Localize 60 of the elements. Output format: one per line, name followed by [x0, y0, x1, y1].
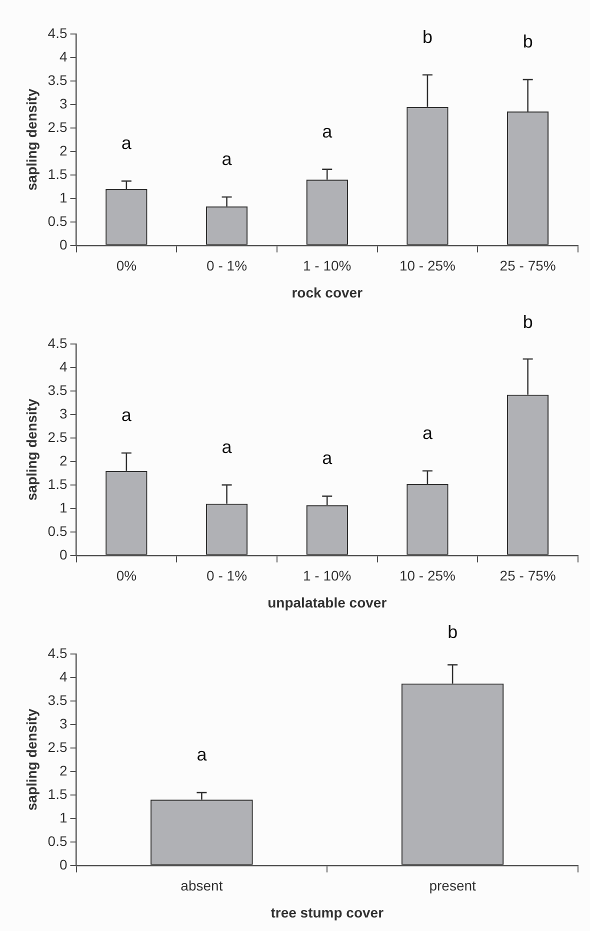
x-tick-label: absent	[180, 878, 223, 894]
y-axis-title: sapling density	[23, 88, 40, 191]
y-tick-label: 4	[59, 48, 68, 64]
annotation: a	[121, 133, 132, 154]
y-tick-label: 1	[59, 809, 68, 826]
x-tick-label: 0%	[116, 568, 137, 584]
annotation: a	[322, 121, 334, 142]
y-tick-label: 4.5	[48, 24, 68, 41]
y-tick-label: 4.5	[48, 644, 68, 661]
x-tick-label: 0 - 1%	[206, 258, 248, 274]
x-tick-label: 1 - 10%	[303, 258, 352, 274]
x-tick-label: 0 - 1%	[206, 568, 248, 584]
y-tick-label: 2.5	[48, 738, 68, 755]
x-tick-label: present	[429, 878, 476, 894]
y-tick-label: 4.5	[48, 334, 68, 351]
y-axis-title: sapling density	[23, 398, 40, 501]
y-tick-label: 0	[59, 236, 68, 252]
x-axis-title: unpalatable cover	[268, 594, 388, 610]
annotation: a	[196, 744, 208, 765]
y-tick-label: 0.5	[48, 832, 68, 849]
y-tick-label: 2.5	[48, 428, 68, 445]
annotation: a	[222, 148, 233, 169]
y-tick-label: 2	[59, 452, 68, 468]
annotation: a	[121, 404, 132, 425]
y-tick-label: 0	[59, 856, 68, 872]
y-tick-label: 3	[59, 715, 68, 732]
annotation: a	[322, 448, 334, 468]
x-axis-title: tree stump cover	[270, 904, 384, 920]
y-tick-label: 2.5	[48, 118, 68, 135]
x-axis-title: rock cover	[292, 284, 364, 300]
annotation: a	[222, 436, 233, 457]
x-tick-label: 25 - 75%	[500, 258, 556, 274]
y-tick-label: 1.5	[48, 786, 68, 802]
annotation: b	[522, 32, 533, 52]
y-tick-label: 3	[59, 95, 68, 112]
y-tick-label: 2	[59, 762, 68, 778]
x-tick-label: 1 - 10%	[303, 568, 352, 584]
y-tick-label: 0.5	[48, 212, 68, 229]
y-tick-label: 3.5	[48, 72, 68, 88]
y-axis-title: sapling density	[23, 708, 40, 811]
x-tick-label: 0%	[116, 258, 137, 274]
y-tick-label: 3.5	[48, 382, 68, 398]
annotation: b	[422, 26, 432, 47]
y-tick-label: 4	[59, 358, 68, 374]
y-tick-label: 1.5	[48, 476, 68, 492]
y-tick-label: 0	[59, 546, 68, 562]
y-tick-label: 3	[59, 405, 68, 422]
y-tick-label: 1.5	[48, 166, 68, 182]
y-tick-label: 4	[59, 668, 68, 684]
y-tick-label: 1	[59, 189, 68, 206]
y-tick-label: 1	[59, 499, 68, 516]
x-tick-label: 25 - 75%	[500, 568, 556, 584]
x-tick-label: 10 - 25%	[399, 568, 456, 584]
x-tick-label: 10 - 25%	[399, 258, 456, 274]
text: b	[522, 312, 533, 332]
y-tick-label: 2	[59, 142, 68, 158]
text: b	[448, 622, 458, 642]
annotation: a	[422, 422, 434, 443]
y-tick-label: 3.5	[48, 692, 68, 708]
y-tick-label: 0.5	[48, 522, 68, 539]
